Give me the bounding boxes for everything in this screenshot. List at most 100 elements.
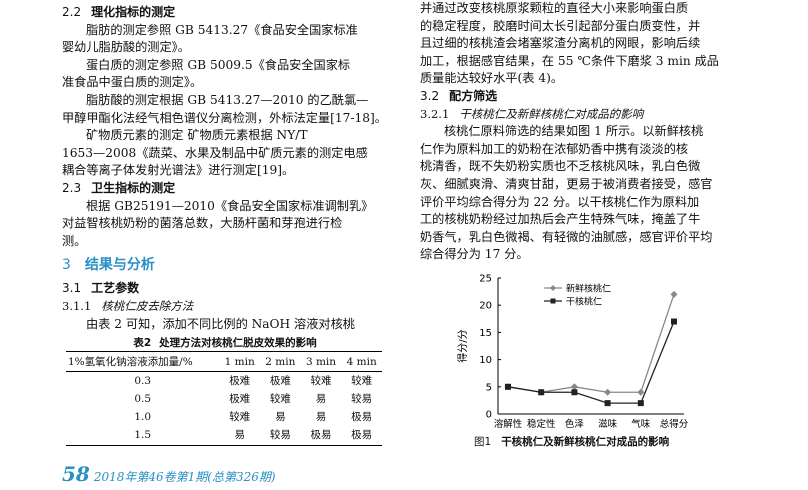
- paragraph-line: 灰、细腻爽滑、清爽甘甜，更易于被消费者接受，感官: [420, 176, 713, 191]
- y-tick-label: 15: [479, 328, 492, 339]
- paragraph-line: 脂肪的测定参照 GB 5413.27《食品安全国家标准: [86, 22, 358, 37]
- series-line: [507, 321, 675, 404]
- paragraph-line: 奶香气，乳白色微褐、有轻微的油腻感，感官评价平均: [420, 229, 713, 244]
- data-point: [604, 400, 611, 407]
- paragraph-line: 加工，根据感官结果，在 55 ℃条件下磨浆 3 min 成品: [420, 53, 719, 68]
- table-row: 1.0 较难 易 易 极易: [66, 409, 382, 427]
- table-cell: 极易: [341, 426, 382, 446]
- y-tick-label: 20: [479, 301, 492, 312]
- x-tick-label: 气味: [631, 418, 651, 430]
- table-cell: 较难: [310, 374, 332, 387]
- table-cell: 0.5: [134, 392, 152, 405]
- subsection-heading: 3.2.1 干核桃仁及新鲜核桃仁对成品的影响: [420, 106, 644, 121]
- journal-issue: 2018年第46卷第1期(总第326期): [93, 470, 276, 484]
- paragraph-line: 核桃仁原料筛选的结果如图 1 所示。以新鲜核桃: [444, 124, 704, 139]
- paragraph-line: 并通过改变核桃原浆颗粒的直径大小来影响蛋白质: [420, 1, 689, 15]
- x-tick-label: 稳定性: [527, 418, 556, 430]
- data-point: [604, 388, 612, 396]
- table-cell: 极难: [229, 374, 251, 387]
- paragraph-line: 评价平均综合得分为 22 分。以干核桃仁作为原料加: [420, 194, 700, 209]
- table-cell: 较难: [351, 374, 373, 387]
- table-cell: 较难: [229, 411, 251, 423]
- table-cell: 易: [219, 426, 261, 446]
- table-cell: 极易: [300, 426, 342, 446]
- paragraph-line: 且过细的核桃渣会堵塞浆渣分离机的网眼，影响后续: [420, 36, 701, 51]
- paragraph-line: 测。: [62, 233, 87, 248]
- page-number: 58: [62, 462, 90, 486]
- table-header-cell: 3 min: [300, 351, 342, 373]
- page-footer: 58 2018年第46卷第1期(总第326期): [62, 462, 276, 486]
- paragraph-line: 蛋白质的测定参照 GB 5009.5《食品安全国家标: [86, 57, 351, 72]
- table-cell: 较易: [351, 392, 373, 405]
- data-point: [670, 290, 678, 298]
- right-column: 并通过改变核桃原浆颗粒的直径大小来影响蛋白质 的稳定程度，胶磨时间太长引起部分蛋…: [420, 0, 790, 264]
- section-heading: 2.2 理化指标的测定: [62, 5, 176, 19]
- table-cell: 较难: [269, 392, 291, 405]
- subsection-heading: 3.1.1 核桃仁皮去除方法: [62, 298, 194, 313]
- table-row: 0.5 极难 较难 易 较易: [66, 390, 382, 408]
- paragraph-line: 工的核桃奶粉经过加热后会产生特殊气味，掩盖了牛: [420, 212, 701, 227]
- table-cell: 易: [315, 411, 327, 423]
- paragraph-line: 仁作为原料加工的奶粉在浓郁奶香中携有淡淡的核: [420, 141, 689, 156]
- table-header-cell: 2 min: [260, 351, 301, 373]
- left-column: 2.2 理化指标的测定 脂肪的测定参照 GB 5413.27《食品安全国家标准 婴…: [62, 0, 388, 446]
- paragraph-line: 耦合等离子体发射光谱法》进行测定[19]。: [62, 163, 295, 178]
- data-point: [571, 389, 578, 396]
- paragraph-line: 甲醇甲酯化法经气相色谱仪分离检测，外标法定量[17-18]。: [62, 110, 387, 125]
- x-tick-label: 总得分: [660, 418, 689, 430]
- y-tick-label: 5: [486, 382, 492, 393]
- legend-marker: [550, 285, 556, 291]
- y-axis-label: 得分/分: [457, 329, 469, 362]
- paragraph-line: 桃清香，既不失奶粉实质也不乏核桃风味，乳白色微: [420, 159, 701, 174]
- table-header-cell: 1 min: [219, 351, 261, 373]
- x-tick-label: 色泽: [565, 418, 585, 430]
- paragraph-line: 对益智核桃奶粉的菌落总数，大肠杆菌和芽孢进行检: [62, 216, 343, 231]
- table-cell: 极难: [269, 374, 291, 387]
- paragraph-line: 1653—2008《蔬菜、水果及制品中矿质元素的测定电感: [62, 145, 368, 160]
- table-row: 0.3 极难 极难 较难 较难: [66, 372, 382, 391]
- y-tick-label: 25: [479, 274, 492, 285]
- chapter-heading: 3 结果与分析: [62, 257, 155, 274]
- data-point: [637, 400, 644, 407]
- figure-caption: 图1 干核桃仁及新鲜核桃仁对成品的影响: [474, 436, 670, 448]
- table-cell: 极难: [229, 392, 251, 405]
- data-point: [671, 318, 677, 325]
- data-point: [570, 383, 578, 391]
- table-cell: 易: [275, 411, 286, 423]
- paragraph-line: 质量能达较好水平(表 4)。: [420, 71, 564, 86]
- data-point: [505, 383, 511, 390]
- legend-label: 新鲜核桃仁: [566, 283, 611, 295]
- table-row: 1.5 易 较易 极易 极易: [66, 426, 382, 446]
- paragraph-line: 矿物质元素的测定 矿物质元素根据 NY/T: [86, 128, 308, 143]
- series-line: [507, 294, 675, 393]
- paragraph-line: 婴幼儿脂肪酸的测定》。: [62, 40, 190, 55]
- table-header-row: 1%氢氧化钠溶液添加量/% 1 min 2 min 3 min 4 min: [66, 351, 382, 373]
- legend-label: 干核桃仁: [566, 296, 602, 308]
- paragraph-line: 由表 2 可知，添加不同比例的 NaOH 溶液对核桃: [86, 316, 355, 331]
- table-cell: 1.0: [134, 411, 152, 423]
- table-header-cell: 1%氢氧化钠溶液添加量/%: [66, 351, 220, 373]
- table-cell: 1.5: [66, 426, 220, 446]
- x-tick-label: 溶解性: [494, 418, 523, 430]
- y-tick-label: 10: [479, 355, 492, 366]
- paragraph-line: 综合得分为 17 分。: [420, 247, 529, 262]
- table-cell: 0.3: [134, 374, 152, 387]
- paragraph-line: 准食品中蛋白质的测定》。: [62, 75, 203, 90]
- table-caption: 表2 处理方法对核桃仁脱皮效果的影响: [133, 337, 317, 350]
- table-cell: 较易: [260, 426, 301, 446]
- y-tick-label: 0: [486, 410, 492, 421]
- paragraph-line: 脂肪酸的测定根据 GB 5413.27—2010 的乙酰氯—: [86, 92, 369, 107]
- paragraph-line: 根据 GB25191—2010《食品安全国家标准调制乳》: [86, 198, 374, 213]
- section-heading: 3.2 配方筛选: [420, 88, 498, 103]
- x-tick-label: 滋味: [598, 418, 618, 430]
- data-point: [538, 389, 545, 396]
- table-cell: 易: [315, 392, 327, 405]
- data-table: 1%氢氧化钠溶液添加量/% 1 min 2 min 3 min 4 min 0.…: [66, 351, 382, 446]
- table-cell: 极易: [351, 411, 373, 423]
- table-header-cell: 4 min: [341, 351, 382, 373]
- section-heading: 3.1 工艺参数: [62, 281, 140, 296]
- data-point: [637, 388, 645, 396]
- legend-marker: [550, 298, 556, 304]
- paragraph-line: 的稳定程度，胶磨时间太长引起部分蛋白质变性，并: [420, 18, 701, 33]
